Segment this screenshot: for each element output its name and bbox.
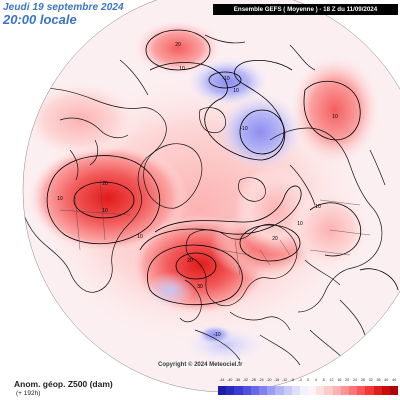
colorbar-swatch [242, 386, 251, 395]
colorbar-tick-label: -24 [258, 378, 264, 382]
colorbar-tick-label: 32 [368, 378, 373, 382]
colorbar-swatch [373, 386, 382, 395]
colorbar-swatch [332, 386, 341, 395]
colorbar-swatch [349, 386, 358, 395]
colorbar-swatch [283, 386, 292, 395]
colorbar-swatch [299, 386, 309, 395]
colorbar-tick-label: -8 [290, 378, 294, 382]
colorbar-tick-label: -32 [242, 378, 248, 382]
forecast-time: 20:00 locale [3, 12, 77, 27]
colorbar-swatch [226, 386, 235, 395]
colorbar-swatch [250, 386, 259, 395]
colorbar-tick-label: -4 [298, 378, 302, 382]
forecast-date: Jeudi 19 septembre 2024 [3, 2, 124, 13]
colorbar-tick-label: -40 [227, 378, 233, 382]
colorbar-swatch [258, 386, 268, 395]
colorbar-swatch [291, 386, 300, 395]
positive-anomaly-label: 30 [197, 284, 203, 290]
negative-anomaly-label: -10 [213, 332, 220, 338]
colorbar-tick-label: 20 [345, 378, 350, 382]
colorbar-swatch [365, 386, 374, 395]
colorbar-tick-label: -44 [219, 378, 225, 382]
colorbar-tick-label: -20 [266, 378, 272, 382]
positive-anomaly-label: 10 [233, 88, 239, 94]
colorbar-tick-label: 12 [329, 378, 334, 382]
colorbar-swatch [267, 386, 276, 395]
positive-anomaly-label: 10 [137, 234, 143, 240]
field-title: Anom. géop. Z500 (dam) [14, 379, 113, 389]
anomaly-shading [23, 20, 400, 366]
colorbar-swatch [381, 386, 390, 395]
colorbar-swatch [308, 386, 317, 395]
positive-anomaly-label: 20 [272, 236, 278, 242]
colorbar-tick-label: 36 [376, 378, 381, 382]
colorbar-swatch [316, 386, 325, 395]
negative-anomaly-label: -10 [222, 76, 229, 82]
colorbar-tick-label: 28 [360, 378, 365, 382]
colorbar-swatch [234, 386, 243, 395]
colorbar-swatch [275, 386, 284, 395]
positive-anomaly-label: 20 [175, 42, 181, 48]
colorbar-tick-label: -12 [281, 378, 288, 382]
positive-anomaly-label: 20 [102, 181, 108, 187]
positive-anomaly-label: 10 [102, 208, 108, 214]
colorbar-tick-label: -36 [234, 378, 241, 382]
colorbar-tick-label: -16 [274, 378, 280, 382]
positive-anomaly-label: 20 [187, 258, 193, 264]
colorbar-tick-label: 4 [314, 378, 317, 382]
model-run-banner: Ensemble GEFS ( Moyenne ) - 18 Z du 11/0… [213, 4, 398, 15]
colorbar-tick-label: 16 [337, 378, 342, 382]
colorbar-swatch [389, 386, 399, 395]
colorbar-swatch [218, 386, 227, 395]
colorbar-tick-label: -28 [250, 378, 256, 382]
positive-anomaly-label: 10 [332, 114, 338, 120]
colorbar-tick-label: 24 [352, 378, 357, 382]
colorbar-tick-label: 0 [307, 378, 310, 382]
colorbar-swatch [324, 386, 333, 395]
copyright-notice: Copyright © 2024 Meteociel.fr [158, 362, 243, 368]
positive-anomaly-label: 10 [315, 204, 321, 210]
positive-anomaly-label: 10 [57, 196, 63, 202]
negative-anomaly-label: -10 [240, 126, 247, 132]
positive-anomaly-label: 10 [179, 66, 185, 72]
positive-anomaly-label: 10 [297, 221, 303, 227]
colorbar-tick-label: 40 [384, 378, 389, 382]
colorbar-swatch [340, 386, 349, 395]
colorbar [218, 386, 399, 395]
lead-time: (+ 192h) [16, 390, 41, 397]
colorbar-tick-label: 8 [322, 378, 325, 382]
colorbar-ticks: -44 -40 -36 -32 -28 -24 -20 -16 -12 -8 -4 0 4 8 12 16 20… [218, 378, 398, 382]
contour-labels: 20 10 -10 -10 10 20 10 10 10 10 20 30 20 10 10 -10 [57, 42, 338, 338]
colorbar-swatch [357, 386, 366, 395]
colorbar-tick-label: 44 [392, 378, 397, 382]
